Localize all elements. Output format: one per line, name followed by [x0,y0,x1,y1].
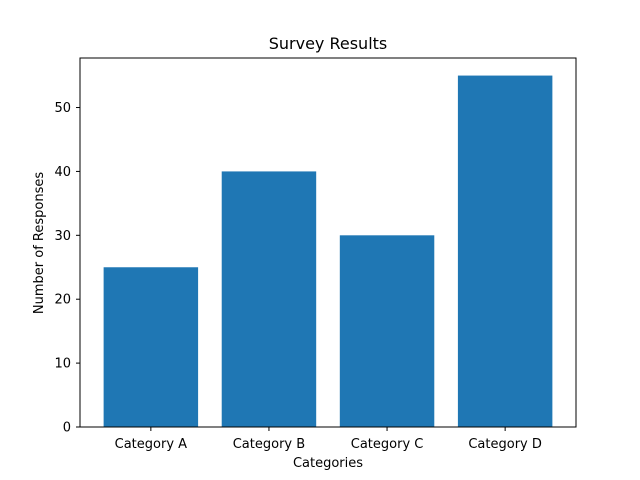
y-axis: 0 10 20 30 40 50 [54,101,80,436]
y-tick-label-40: 40 [54,165,71,180]
bar-category-a [103,267,199,427]
x-axis-label: Categories [293,456,363,471]
x-axis: Category A Category B Category C Category D [115,427,542,452]
bar-category-c [339,235,435,427]
x-tick-label-category-b: Category B [233,437,305,452]
plot-frame [79,57,577,428]
y-axis-label: Number of Responses [32,172,47,314]
y-tick-label-50: 50 [54,101,71,116]
x-tick-label-category-d: Category D [468,437,542,452]
bar-category-d [457,75,553,427]
y-tick-label-0: 0 [63,421,71,436]
y-tick-label-10: 10 [54,357,71,372]
bars-layer [103,75,553,427]
y-tick-label-30: 30 [54,229,71,244]
y-tick-label-20: 20 [54,293,71,308]
chart-title: Survey Results [269,34,388,53]
x-tick-label-category-a: Category A [115,437,188,452]
bar-category-b [221,171,317,427]
x-tick-label-category-c: Category C [351,437,424,452]
